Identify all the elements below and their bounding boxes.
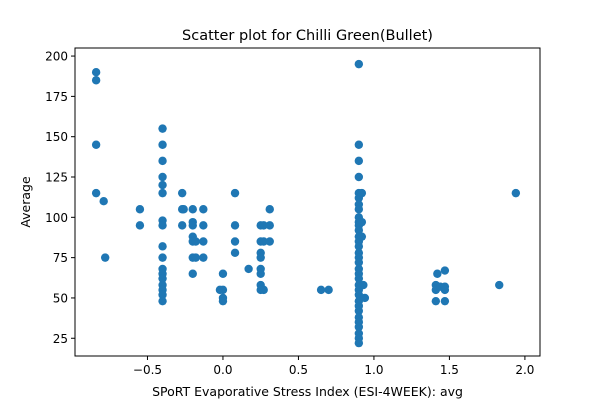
data-point <box>100 253 110 262</box>
data-point <box>357 217 367 227</box>
data-point <box>91 76 101 85</box>
data-point <box>99 196 108 206</box>
y-tick-label: 50 <box>53 291 68 305</box>
y-tick-label: 175 <box>45 90 68 104</box>
data-point <box>188 221 197 230</box>
x-axis-label: SPoRT Evaporative Stress Index (ESI-4WEE… <box>152 384 463 399</box>
data-point <box>230 221 240 230</box>
x-axis-ticks: −0.5 0.0 0.5 1.0 1.5 2.0 <box>133 356 534 377</box>
data-point <box>440 266 450 275</box>
y-axis-label: Average <box>18 176 33 228</box>
data-point <box>511 188 521 198</box>
x-tick-label: 2.0 <box>515 363 534 377</box>
data-point <box>495 280 504 290</box>
data-point <box>199 253 208 262</box>
data-point <box>354 226 364 235</box>
data-point <box>354 59 364 69</box>
data-point <box>158 180 167 190</box>
y-tick-label: 75 <box>53 251 68 265</box>
data-point <box>199 221 208 230</box>
y-tick-label: 200 <box>45 50 68 64</box>
data-point <box>158 290 167 299</box>
x-tick-label: 0.0 <box>213 363 232 377</box>
chart-title: Scatter plot for Chilli Green(Bullet) <box>182 28 433 44</box>
data-point <box>135 205 145 214</box>
data-point <box>230 248 240 257</box>
data-point <box>359 280 368 290</box>
data-point <box>230 237 240 246</box>
data-point <box>354 205 364 214</box>
data-point <box>135 221 145 230</box>
data-point <box>177 188 187 198</box>
data-point <box>158 124 167 133</box>
data-point <box>256 253 265 262</box>
data-point <box>265 205 274 214</box>
x-tick-label: −0.5 <box>133 363 162 377</box>
data-point <box>199 237 208 246</box>
data-point <box>354 274 364 283</box>
data-point <box>199 205 208 214</box>
data-point <box>354 156 364 166</box>
data-point <box>265 221 274 230</box>
data-point <box>357 188 367 198</box>
data-point <box>158 242 167 251</box>
data-point <box>158 253 167 262</box>
data-point <box>191 237 200 246</box>
data-point <box>259 221 268 230</box>
data-point <box>158 188 167 198</box>
data-point <box>256 269 265 278</box>
data-point <box>324 285 333 295</box>
x-tick-label: 1.5 <box>440 363 459 377</box>
data-point <box>440 296 450 306</box>
data-point <box>431 296 441 306</box>
data-point <box>177 221 187 230</box>
plot-area-frame <box>74 47 541 357</box>
data-point <box>158 296 167 306</box>
data-point <box>191 253 200 262</box>
data-point <box>433 269 442 278</box>
data-point <box>188 269 197 278</box>
y-tick-label: 150 <box>45 130 68 144</box>
data-point <box>354 258 364 267</box>
data-point <box>91 188 101 198</box>
x-tick-label: 1.0 <box>364 363 383 377</box>
data-point <box>244 264 253 274</box>
data-point <box>218 269 228 278</box>
data-point <box>158 274 167 283</box>
data-point <box>259 237 268 246</box>
data-point <box>158 172 167 182</box>
x-tick-label: 0.5 <box>289 363 308 377</box>
y-axis-ticks: 25 50 75 100 125 150 175 200 <box>45 50 75 346</box>
y-tick-label: 25 <box>53 332 68 346</box>
y-tick-label: 125 <box>45 171 68 185</box>
data-point <box>440 285 450 295</box>
data-point <box>158 156 167 166</box>
data-point <box>360 293 370 303</box>
data-point <box>179 205 188 214</box>
data-point <box>354 242 364 251</box>
data-point <box>230 188 240 198</box>
data-point <box>259 285 268 295</box>
data-point <box>91 67 101 77</box>
data-point <box>265 237 274 246</box>
data-point <box>218 296 228 306</box>
data-point <box>354 306 364 316</box>
data-point <box>354 338 364 348</box>
data-point <box>354 322 364 332</box>
data-point <box>158 140 167 149</box>
data-point <box>354 172 364 182</box>
y-tick-label: 100 <box>45 211 68 225</box>
data-point <box>218 285 228 295</box>
data-point <box>316 285 326 295</box>
data-point <box>357 232 367 241</box>
data-point <box>91 140 101 149</box>
data-point <box>158 221 167 230</box>
data-point <box>188 205 197 214</box>
points-layer <box>91 59 521 348</box>
data-point <box>354 140 364 149</box>
